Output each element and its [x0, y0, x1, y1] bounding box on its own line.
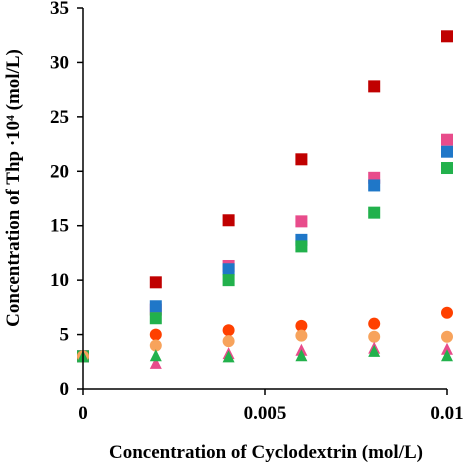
square-point	[149, 300, 162, 313]
plot-area	[77, 30, 453, 369]
series-7	[77, 341, 453, 369]
y-tick-label: 10	[50, 270, 69, 291]
square-point	[441, 145, 453, 158]
square-point	[368, 80, 381, 93]
series-3	[77, 145, 453, 363]
y-tick-label: 15	[50, 216, 69, 237]
triangle-point	[441, 349, 453, 362]
y-tick-label: 25	[50, 107, 69, 128]
axes: 0 5 10 15 20 25 30 35 0 0.005 0.01	[50, 0, 464, 424]
square-point	[441, 133, 453, 146]
triangle-point	[295, 349, 308, 362]
square-point	[295, 240, 308, 253]
circle-point	[295, 319, 308, 332]
square-point	[368, 206, 381, 219]
square-point	[222, 214, 235, 227]
square-point	[441, 162, 453, 175]
series-4	[77, 162, 453, 363]
square-point	[295, 153, 308, 166]
square-point	[441, 30, 453, 43]
series-5	[77, 306, 453, 363]
x-tick-label: 0.01	[430, 403, 463, 424]
x-tick-label: 0.005	[244, 403, 287, 424]
circle-point	[222, 335, 235, 348]
y-tick-label: 5	[60, 325, 70, 346]
circle-point	[441, 306, 453, 319]
triangle-point	[368, 344, 381, 357]
square-point	[149, 312, 162, 325]
square-point	[222, 263, 235, 276]
square-point	[295, 215, 308, 228]
y-tick-label: 0	[60, 379, 70, 400]
circle-point	[368, 330, 381, 343]
circle-point	[149, 339, 162, 352]
square-point	[368, 179, 381, 192]
series-6	[77, 329, 453, 363]
triangle-point	[149, 356, 162, 369]
circle-point	[441, 330, 453, 343]
y-tick-label: 30	[50, 52, 69, 73]
y-tick-label: 20	[50, 161, 69, 182]
square-point	[222, 274, 235, 287]
circle-point	[368, 317, 381, 330]
circle-point	[149, 328, 162, 341]
series-8	[77, 344, 453, 363]
triangle-point	[441, 342, 453, 355]
triangle-point	[149, 349, 162, 362]
x-tick-label: 0	[78, 403, 88, 424]
x-axis-title: Concentration of Cyclodextrin (mol/L)	[109, 442, 423, 463]
series-1	[77, 30, 453, 363]
circle-point	[222, 324, 235, 337]
circle-point	[295, 329, 308, 342]
series-2	[77, 133, 453, 363]
triangle-point	[222, 350, 235, 363]
square-point	[149, 276, 162, 289]
y-axis-title: Concentration of Thp ·10⁴ (mol/L)	[3, 49, 24, 327]
y-tick-label: 35	[50, 0, 69, 19]
